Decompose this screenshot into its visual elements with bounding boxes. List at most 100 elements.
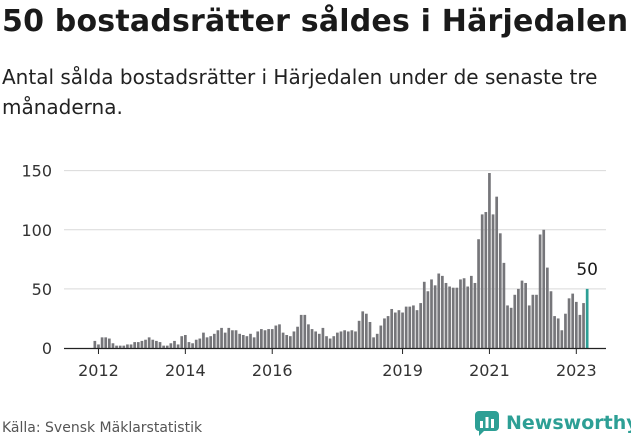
bar (379, 325, 383, 348)
chart-subtitle: Antal sålda bostadsrätter i Härjedalen u… (2, 65, 598, 119)
bar (165, 345, 169, 348)
bar (151, 339, 155, 348)
newsworthy-logo[interactable]: Newsworthy (474, 408, 631, 438)
bar (393, 312, 397, 348)
bar (459, 279, 462, 348)
bar (310, 329, 314, 348)
bar (270, 329, 274, 348)
bar (383, 318, 386, 348)
bar (97, 344, 100, 348)
bar (498, 233, 502, 348)
bar (346, 331, 350, 348)
bar (278, 324, 281, 348)
latest-value-label: 50 (576, 260, 598, 280)
bar (535, 294, 538, 348)
bar (542, 229, 546, 348)
bar (147, 337, 151, 348)
latest-bar (585, 288, 589, 348)
bar (249, 333, 252, 348)
bar (126, 344, 129, 348)
bar (234, 330, 238, 348)
newsworthy-logo-icon (475, 411, 499, 436)
bar (404, 306, 408, 348)
gridlines (64, 170, 606, 290)
bar (274, 325, 278, 348)
bar (263, 330, 267, 348)
bar (524, 282, 527, 348)
bar (209, 336, 213, 348)
bar (325, 336, 328, 348)
bar (462, 278, 466, 348)
bar (220, 327, 223, 348)
bar (401, 312, 404, 348)
bar (408, 306, 412, 348)
bar (437, 273, 441, 348)
bar (513, 294, 517, 348)
bar (350, 330, 354, 348)
bar (202, 332, 205, 348)
bar (104, 337, 108, 348)
bar (582, 303, 585, 348)
bar (509, 307, 513, 348)
bar (415, 310, 419, 348)
y-axis-ticks: 0 50 100 150 (21, 162, 52, 358)
bar (473, 282, 477, 348)
bar (538, 234, 542, 348)
bar (426, 291, 430, 348)
bar (466, 286, 470, 348)
bar (321, 327, 325, 348)
bar (477, 239, 480, 348)
bar (100, 337, 104, 348)
bar (288, 336, 292, 348)
bar (578, 314, 582, 348)
bar (107, 338, 111, 348)
bar (260, 329, 263, 348)
bar (158, 342, 162, 348)
bar (336, 332, 339, 348)
bar (223, 332, 227, 348)
bar (245, 336, 249, 348)
bar (354, 331, 357, 348)
bar (136, 342, 140, 348)
bar (314, 331, 318, 348)
bar (241, 334, 245, 348)
bar (173, 340, 176, 348)
bar (451, 287, 455, 348)
bar (469, 275, 473, 348)
bar (549, 291, 553, 348)
bar (357, 320, 361, 348)
bar (93, 340, 97, 348)
bar (144, 339, 147, 348)
bar (169, 343, 173, 348)
bar (520, 280, 524, 348)
bar (299, 314, 303, 348)
bar (332, 336, 336, 348)
bar (386, 316, 390, 348)
x-tick-label: 2021 (469, 361, 510, 380)
bar (198, 338, 202, 348)
bar (531, 294, 535, 348)
bar (495, 196, 499, 348)
bar (502, 262, 506, 348)
bar (118, 345, 122, 348)
bar (238, 333, 241, 348)
bar (375, 333, 379, 348)
bars (93, 173, 589, 348)
bar (397, 310, 401, 348)
chart-title: 50 bostadsrätter såldes i Härjedalen (2, 4, 629, 39)
bar (111, 343, 115, 348)
bar (122, 345, 126, 348)
newsworthy-logo-text: Newsworthy (506, 412, 631, 434)
bar (339, 331, 343, 348)
bar (419, 303, 422, 348)
x-tick-label: 2023 (556, 361, 597, 380)
bar (162, 345, 165, 348)
bar (328, 338, 332, 348)
bar (129, 344, 133, 348)
bar (455, 287, 459, 348)
bar (231, 330, 234, 348)
bar (574, 301, 578, 348)
bar (480, 214, 484, 348)
bar (343, 330, 346, 348)
bar (571, 293, 575, 348)
